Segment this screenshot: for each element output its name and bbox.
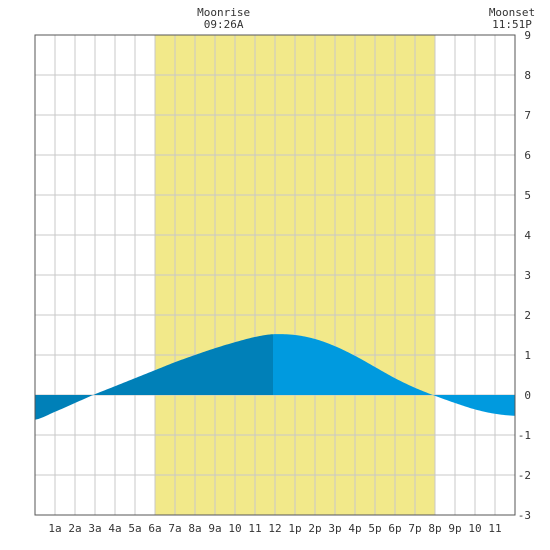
x-tick-label: 7p xyxy=(408,522,421,535)
x-tick-label: 4p xyxy=(348,522,361,535)
y-tick-label: -2 xyxy=(518,469,531,482)
y-tick-label: 5 xyxy=(524,189,531,202)
x-tick-label: 2p xyxy=(308,522,321,535)
x-tick-label: 1a xyxy=(48,522,61,535)
x-tick-label: 10 xyxy=(228,522,241,535)
x-tick-label: 11 xyxy=(248,522,261,535)
moon-event-label: Moonrise xyxy=(197,6,250,19)
x-axis-labels: 1a 2a 3a 4a 5a 6a 7a 8a 9a 10 11 12 1p 2p 3p 4p 5p 6p 7p 8p… xyxy=(48,522,501,535)
y-tick-label: 1 xyxy=(524,349,531,362)
tide-area-falling xyxy=(273,334,515,416)
x-tick-label: 8p xyxy=(428,522,441,535)
y-tick-label: -3 xyxy=(518,509,531,522)
y-axis-labels: -3 -2 -1 0 1 2 3 4 5 6 7 8 9 xyxy=(518,29,532,522)
x-tick-label: 10 xyxy=(468,522,481,535)
tide-area-rising xyxy=(35,334,273,420)
x-tick-label: 9a xyxy=(208,522,221,535)
x-tick-label: 9p xyxy=(448,522,461,535)
x-tick-label: 3a xyxy=(88,522,101,535)
grid-layer xyxy=(35,35,515,515)
moon-event-time: 11:51P xyxy=(492,18,532,31)
x-tick-label: 5a xyxy=(128,522,141,535)
x-tick-label: 6p xyxy=(388,522,401,535)
y-tick-label: 2 xyxy=(524,309,531,322)
x-tick-label: 3p xyxy=(328,522,341,535)
y-tick-label: 4 xyxy=(524,229,531,242)
x-tick-label: 6a xyxy=(148,522,161,535)
moon-event-time: 09:26A xyxy=(204,18,244,31)
x-tick-label: 11 xyxy=(488,522,501,535)
plot-frame xyxy=(34,34,516,516)
x-tick-label: 12 xyxy=(268,522,281,535)
x-tick-label: 7a xyxy=(168,522,181,535)
y-tick-label: 3 xyxy=(524,269,531,282)
x-tick-label: 1p xyxy=(288,522,301,535)
y-tick-label: 8 xyxy=(524,69,531,82)
x-tick-label: 8a xyxy=(188,522,201,535)
moon-event-label: Moonset xyxy=(489,6,535,19)
y-tick-label: 9 xyxy=(524,29,531,42)
y-tick-label: 7 xyxy=(524,109,531,122)
y-tick-label: 0 xyxy=(524,389,531,402)
x-tick-label: 4a xyxy=(108,522,121,535)
tide-area-layer xyxy=(35,334,515,420)
x-tick-label: 2a xyxy=(68,522,81,535)
x-tick-label: 5p xyxy=(368,522,381,535)
y-tick-label: -1 xyxy=(518,429,531,442)
y-tick-label: 6 xyxy=(524,149,531,162)
